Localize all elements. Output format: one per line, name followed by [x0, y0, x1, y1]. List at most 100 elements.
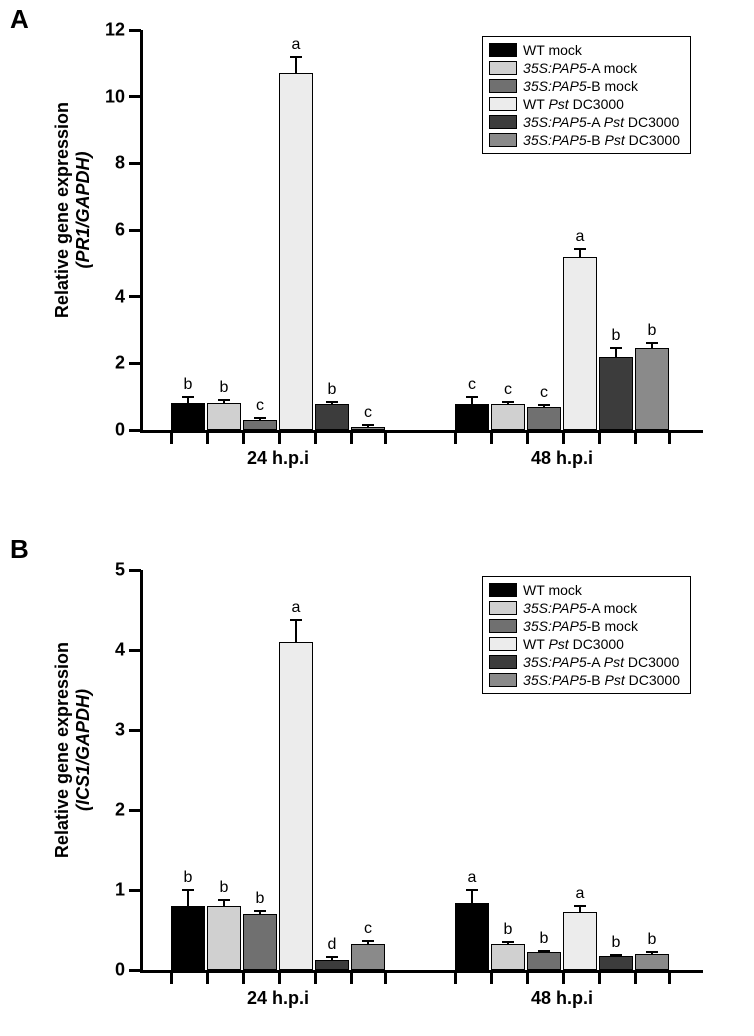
error-bar-cap — [290, 619, 302, 621]
legend-item: 35S:PAP5-A mock — [489, 599, 680, 617]
x-tick — [668, 972, 671, 984]
x-tick — [490, 972, 493, 984]
significance-letter: a — [292, 599, 301, 617]
error-bar-cap — [182, 396, 194, 398]
legend-swatch — [489, 43, 517, 57]
legend: WT mock35S:PAP5-A mock35S:PAP5-B mockWT … — [482, 36, 691, 154]
y-tick-label: 12 — [105, 20, 143, 41]
x-tick — [242, 432, 245, 444]
legend-label: 35S:PAP5-B Pst DC3000 — [523, 131, 680, 149]
panel-label-a: A — [10, 4, 29, 35]
significance-letter: a — [292, 36, 301, 54]
legend-item: 35S:PAP5-B Pst DC3000 — [489, 671, 680, 689]
panel-b: B01234524 h.p.ibbbadc48 h.p.iabbabbWT mo… — [0, 530, 754, 1036]
significance-letter: a — [576, 228, 585, 246]
legend-item: WT Pst DC3000 — [489, 635, 680, 653]
error-bar-cap — [502, 941, 514, 943]
error-bar — [187, 397, 189, 404]
legend-swatch — [489, 97, 517, 111]
x-tick — [454, 972, 457, 984]
y-axis-label-main: Relative gene expression — [52, 102, 72, 318]
y-tick-label: 5 — [115, 560, 143, 581]
y-tick-label: 1 — [115, 880, 143, 901]
legend-swatch — [489, 79, 517, 93]
bar — [351, 944, 385, 970]
bar — [243, 914, 277, 970]
error-bar-cap — [574, 905, 586, 907]
bar — [315, 404, 349, 430]
y-axis-label-sub: (ICS1/GAPDH) — [73, 600, 94, 900]
significance-letter: c — [364, 404, 372, 422]
bar — [279, 642, 313, 970]
bar — [635, 348, 669, 430]
error-bar — [295, 620, 297, 642]
panel-label-b: B — [10, 534, 29, 565]
significance-letter: c — [468, 376, 476, 394]
y-axis-label: Relative gene expression(PR1/GAPDH) — [52, 60, 94, 360]
y-tick-label: 0 — [115, 420, 143, 441]
bar — [351, 427, 385, 430]
error-bar-cap — [610, 347, 622, 349]
error-bar-cap — [502, 401, 514, 403]
legend-item: WT Pst DC3000 — [489, 95, 680, 113]
legend-swatch — [489, 583, 517, 597]
x-tick — [668, 432, 671, 444]
bar — [243, 420, 277, 430]
error-bar-cap — [218, 399, 230, 401]
y-tick-label: 0 — [115, 960, 143, 981]
legend-item: 35S:PAP5-B mock — [489, 617, 680, 635]
bar — [563, 257, 597, 430]
x-tick — [242, 972, 245, 984]
legend-swatch — [489, 637, 517, 651]
x-tick — [490, 432, 493, 444]
x-tick — [314, 972, 317, 984]
error-bar-cap — [182, 889, 194, 891]
bar — [279, 73, 313, 430]
legend-item: 35S:PAP5-B mock — [489, 77, 680, 95]
bar — [207, 906, 241, 970]
x-tick — [384, 432, 387, 444]
x-tick — [598, 432, 601, 444]
significance-letter: b — [540, 930, 549, 948]
error-bar-cap — [362, 424, 374, 426]
y-axis-label: Relative gene expression(ICS1/GAPDH) — [52, 600, 94, 900]
error-bar-cap — [646, 342, 658, 344]
y-axis-label-sub: (PR1/GAPDH) — [73, 60, 94, 360]
error-bar-cap — [610, 954, 622, 956]
bar — [491, 404, 525, 430]
x-tick — [454, 432, 457, 444]
error-bar — [187, 890, 189, 906]
panel-a: A02468101224 h.p.ibbcabc48 h.p.icccabbWT… — [0, 0, 754, 510]
x-tick — [206, 432, 209, 444]
x-tick — [526, 432, 529, 444]
legend-item: WT mock — [489, 581, 680, 599]
significance-letter: b — [612, 327, 621, 345]
legend-swatch — [489, 619, 517, 633]
error-bar-cap — [574, 248, 586, 250]
error-bar-cap — [362, 940, 374, 942]
legend-swatch — [489, 61, 517, 75]
error-bar-cap — [218, 899, 230, 901]
bar — [207, 403, 241, 430]
significance-letter: c — [540, 384, 548, 402]
legend-label: 35S:PAP5-B Pst DC3000 — [523, 671, 680, 689]
legend-swatch — [489, 601, 517, 615]
error-bar-cap — [254, 910, 266, 912]
x-category-label: 48 h.p.i — [531, 970, 593, 1009]
significance-letter: b — [504, 921, 513, 939]
y-tick-label: 4 — [115, 640, 143, 661]
significance-letter: b — [612, 934, 621, 952]
x-tick — [206, 972, 209, 984]
significance-letter: b — [648, 322, 657, 340]
bar — [599, 956, 633, 970]
significance-letter: a — [468, 869, 477, 887]
significance-letter: c — [504, 381, 512, 399]
legend-label: 35S:PAP5-B mock — [523, 617, 638, 635]
error-bar-cap — [326, 956, 338, 958]
legend-label: WT Pst DC3000 — [523, 635, 624, 653]
legend-label: 35S:PAP5-B mock — [523, 77, 638, 95]
bar — [563, 912, 597, 970]
x-category-label: 24 h.p.i — [247, 430, 309, 469]
y-tick-label: 3 — [115, 720, 143, 741]
significance-letter: a — [576, 885, 585, 903]
